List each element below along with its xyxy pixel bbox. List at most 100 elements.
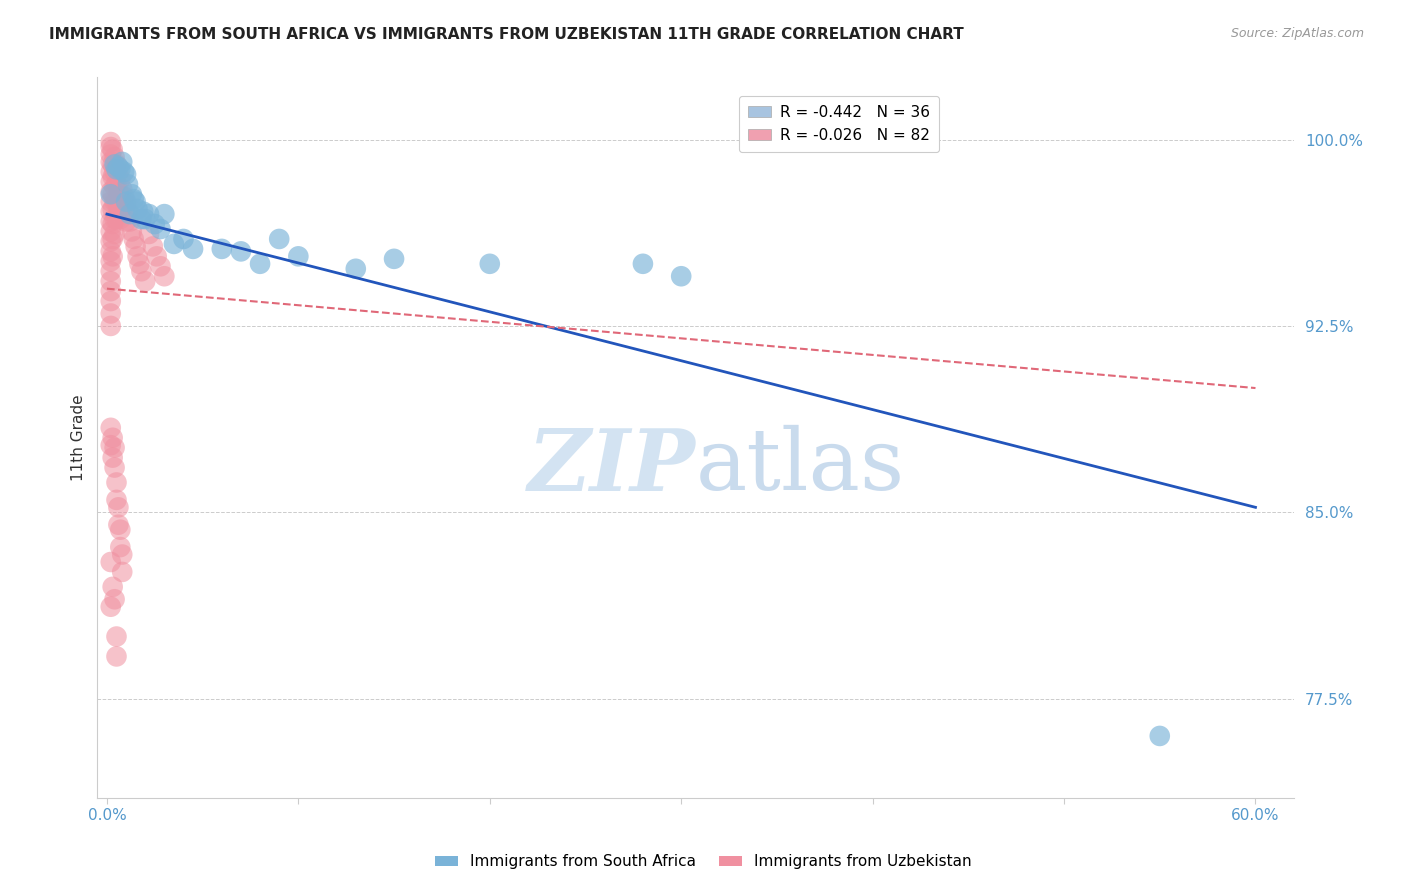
Point xyxy=(107,500,129,515)
Legend: R = -0.442   N = 36, R = -0.026   N = 82: R = -0.442 N = 36, R = -0.026 N = 82 xyxy=(740,95,939,152)
Point xyxy=(101,450,124,465)
Point xyxy=(111,182,134,196)
Point xyxy=(101,580,124,594)
Point xyxy=(128,257,150,271)
Point xyxy=(101,187,124,202)
Point xyxy=(105,162,128,177)
Point xyxy=(229,244,252,259)
Point xyxy=(100,214,122,228)
Text: IMMIGRANTS FROM SOUTH AFRICA VS IMMIGRANTS FROM UZBEKISTAN 11TH GRADE CORRELATIO: IMMIGRANTS FROM SOUTH AFRICA VS IMMIGRAN… xyxy=(49,27,965,42)
Point xyxy=(110,194,132,209)
Point xyxy=(101,217,124,231)
Point xyxy=(111,155,134,169)
Point xyxy=(134,212,156,227)
Point xyxy=(143,217,166,231)
Point xyxy=(100,284,122,298)
Point xyxy=(100,555,122,569)
Point xyxy=(101,143,124,157)
Point xyxy=(110,162,132,177)
Text: atlas: atlas xyxy=(696,425,904,508)
Text: Source: ZipAtlas.com: Source: ZipAtlas.com xyxy=(1230,27,1364,40)
Point xyxy=(103,592,125,607)
Point xyxy=(105,492,128,507)
Point xyxy=(110,523,132,537)
Point xyxy=(149,260,172,274)
Point xyxy=(111,565,134,579)
Point xyxy=(105,630,128,644)
Point xyxy=(134,274,156,288)
Point xyxy=(105,178,128,192)
Point xyxy=(103,165,125,179)
Point xyxy=(110,172,132,186)
Point xyxy=(181,242,204,256)
Point xyxy=(103,460,125,475)
Point xyxy=(100,318,122,333)
Point xyxy=(103,179,125,194)
Point xyxy=(131,212,153,227)
Point xyxy=(100,204,122,219)
Point xyxy=(669,269,692,284)
Point xyxy=(105,194,128,209)
Point xyxy=(100,155,122,169)
Point xyxy=(107,160,129,174)
Point xyxy=(101,431,124,445)
Point xyxy=(631,257,654,271)
Point xyxy=(100,599,122,614)
Point xyxy=(127,202,149,216)
Point xyxy=(382,252,405,266)
Y-axis label: 11th Grade: 11th Grade xyxy=(72,394,86,481)
Point xyxy=(100,140,122,154)
Point xyxy=(101,157,124,171)
Point xyxy=(105,212,128,227)
Point xyxy=(121,225,143,239)
Point xyxy=(105,157,128,171)
Point xyxy=(103,212,125,227)
Point xyxy=(100,165,122,179)
Point xyxy=(107,165,129,179)
Text: ZIP: ZIP xyxy=(527,425,696,508)
Point xyxy=(100,147,122,161)
Point xyxy=(115,194,138,209)
Point xyxy=(107,517,129,532)
Point xyxy=(100,175,122,189)
Point xyxy=(100,264,122,278)
Point xyxy=(211,242,233,256)
Point xyxy=(101,249,124,263)
Point xyxy=(105,475,128,490)
Point xyxy=(131,264,153,278)
Point xyxy=(142,239,165,253)
Point xyxy=(100,254,122,268)
Point xyxy=(103,227,125,241)
Point xyxy=(101,232,124,246)
Point xyxy=(100,244,122,259)
Point xyxy=(117,178,139,192)
Point xyxy=(100,185,122,199)
Point xyxy=(124,194,146,209)
Point xyxy=(103,150,125,164)
Point xyxy=(115,167,138,181)
Point xyxy=(110,212,132,227)
Point xyxy=(122,192,145,206)
Point xyxy=(101,202,124,216)
Point xyxy=(107,185,129,199)
Point xyxy=(269,232,291,246)
Point xyxy=(111,548,134,562)
Point xyxy=(103,441,125,455)
Point xyxy=(100,135,122,149)
Point xyxy=(100,306,122,320)
Point xyxy=(101,169,124,184)
Point xyxy=(127,249,149,263)
Point xyxy=(1149,729,1171,743)
Legend: Immigrants from South Africa, Immigrants from Uzbekistan: Immigrants from South Africa, Immigrants… xyxy=(429,848,977,875)
Point xyxy=(100,194,122,209)
Point xyxy=(122,232,145,246)
Point xyxy=(100,421,122,435)
Point xyxy=(153,207,176,221)
Point xyxy=(100,294,122,309)
Point xyxy=(173,232,195,246)
Point xyxy=(112,165,135,179)
Point xyxy=(287,249,309,263)
Point xyxy=(344,261,367,276)
Point xyxy=(153,269,176,284)
Point xyxy=(100,225,122,239)
